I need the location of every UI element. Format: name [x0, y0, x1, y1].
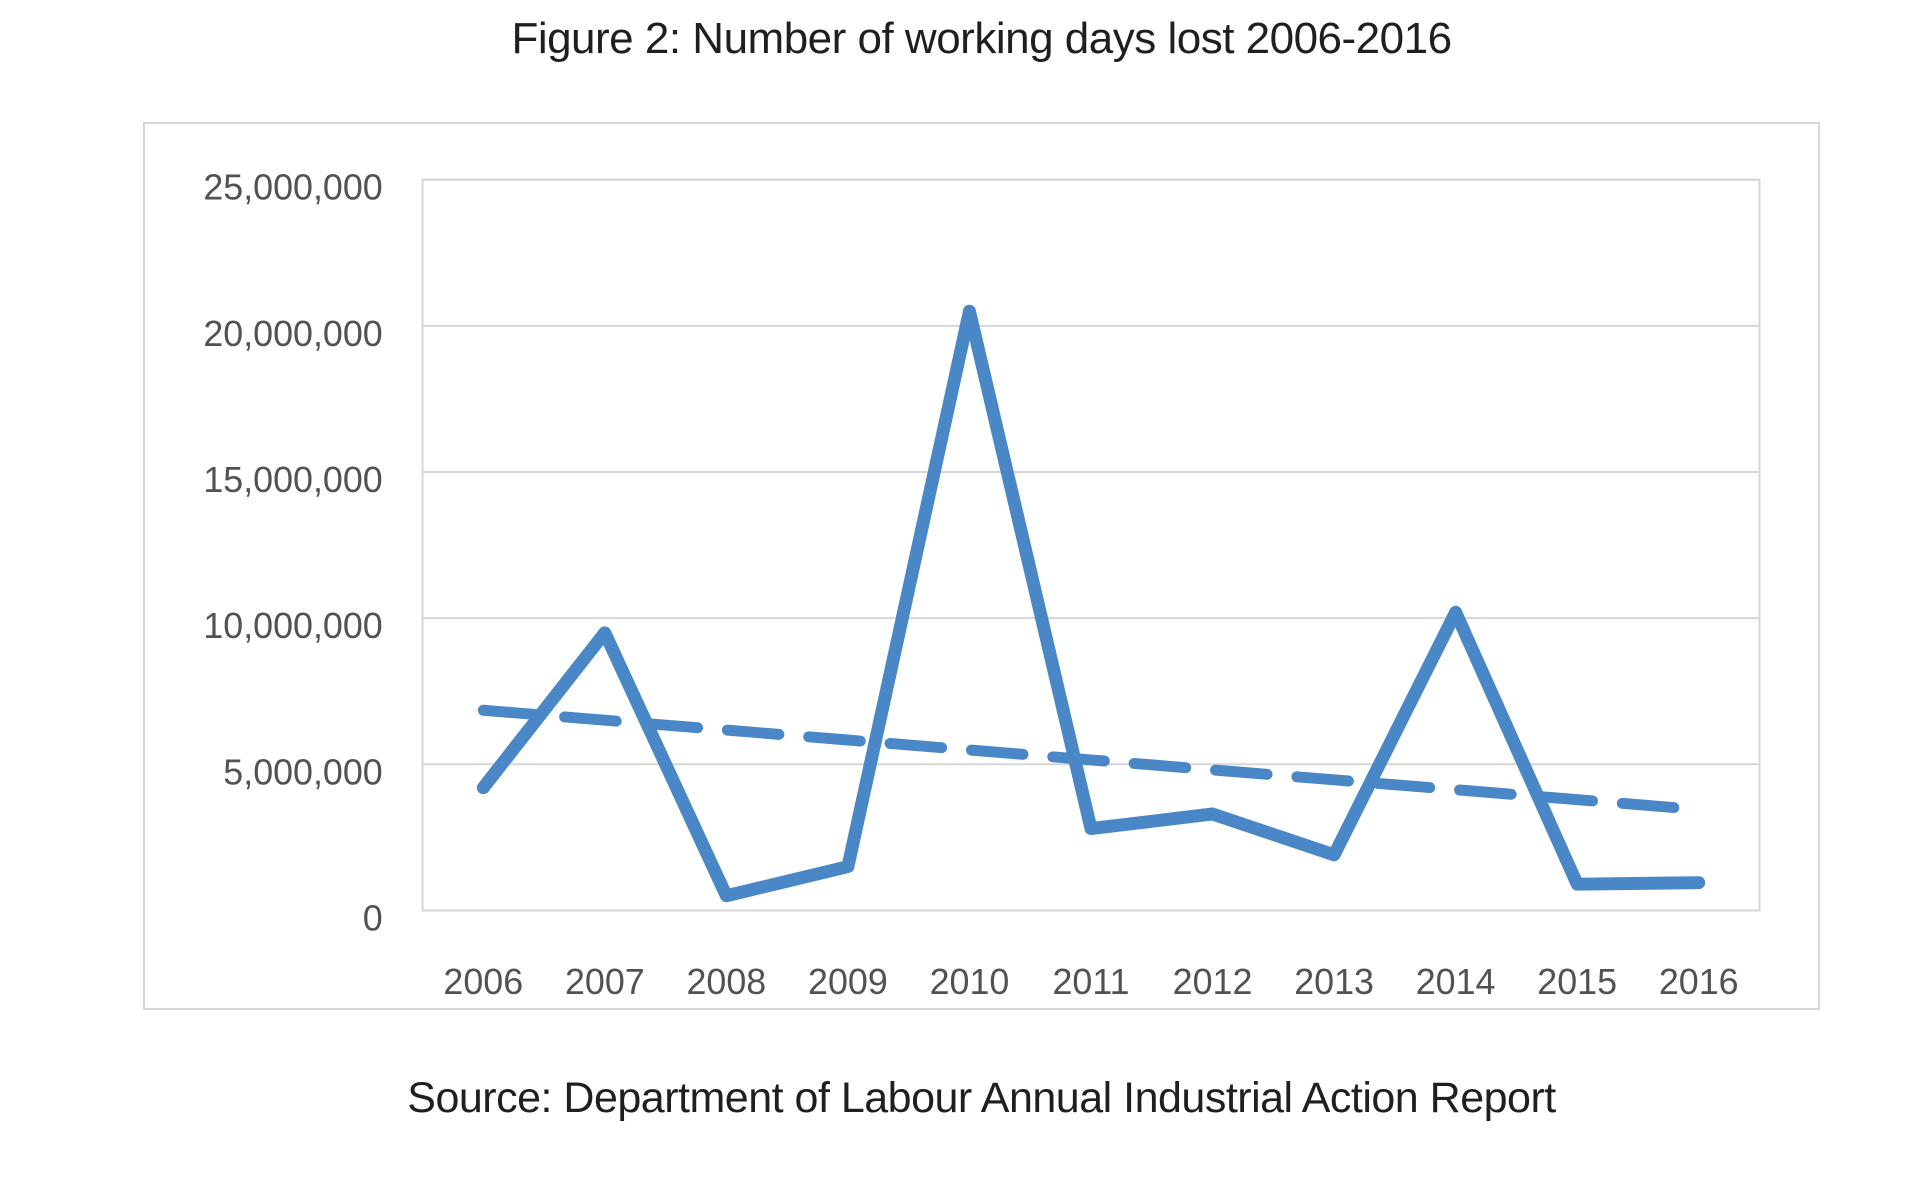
- y-axis-label: 15,000,000: [203, 460, 382, 500]
- x-axis-label: 2012: [1173, 962, 1253, 1002]
- plot-border: [421, 178, 1761, 912]
- source-caption: Source: Department of Labour Annual Indu…: [407, 1074, 1556, 1122]
- x-axis-label: 2008: [687, 962, 767, 1002]
- y-axis-label: 25,000,000: [203, 168, 382, 208]
- x-axis-label: 2015: [1537, 962, 1617, 1002]
- x-axis-labels: 2006 2007 2008 2009 2010 2011 2012 2013 2014 2015…: [443, 962, 1738, 1002]
- y-axis-labels: 0 5,000,000 10,000,000 15,000,000 20,000,000…: [203, 168, 382, 939]
- line-chart: 0 5,000,000 10,000,000 15,000,000 20,000,000…: [203, 168, 1761, 1002]
- y-axis-label: 10,000,000: [203, 606, 382, 646]
- y-axis-label: 0: [363, 898, 383, 938]
- x-axis-label: 2006: [443, 962, 523, 1002]
- x-axis-label: 2009: [808, 962, 888, 1002]
- x-axis-label: 2010: [930, 962, 1010, 1002]
- chart-box: 0 5,000,000 10,000,000 15,000,000 20,000,000…: [143, 122, 1820, 1010]
- trendline: [477, 704, 1705, 816]
- chart-title: Figure 2: Number of working days lost 20…: [511, 14, 1452, 63]
- x-axis-label: 2011: [1052, 962, 1129, 1002]
- x-axis-label: 2013: [1294, 962, 1374, 1002]
- x-axis-label: 2007: [565, 962, 645, 1002]
- series-line: [476, 304, 1706, 903]
- x-axis-label: 2016: [1659, 962, 1739, 1002]
- y-axis-label: 20,000,000: [203, 314, 382, 354]
- x-axis-label: 2014: [1416, 962, 1496, 1002]
- y-axis-label: 5,000,000: [223, 752, 382, 792]
